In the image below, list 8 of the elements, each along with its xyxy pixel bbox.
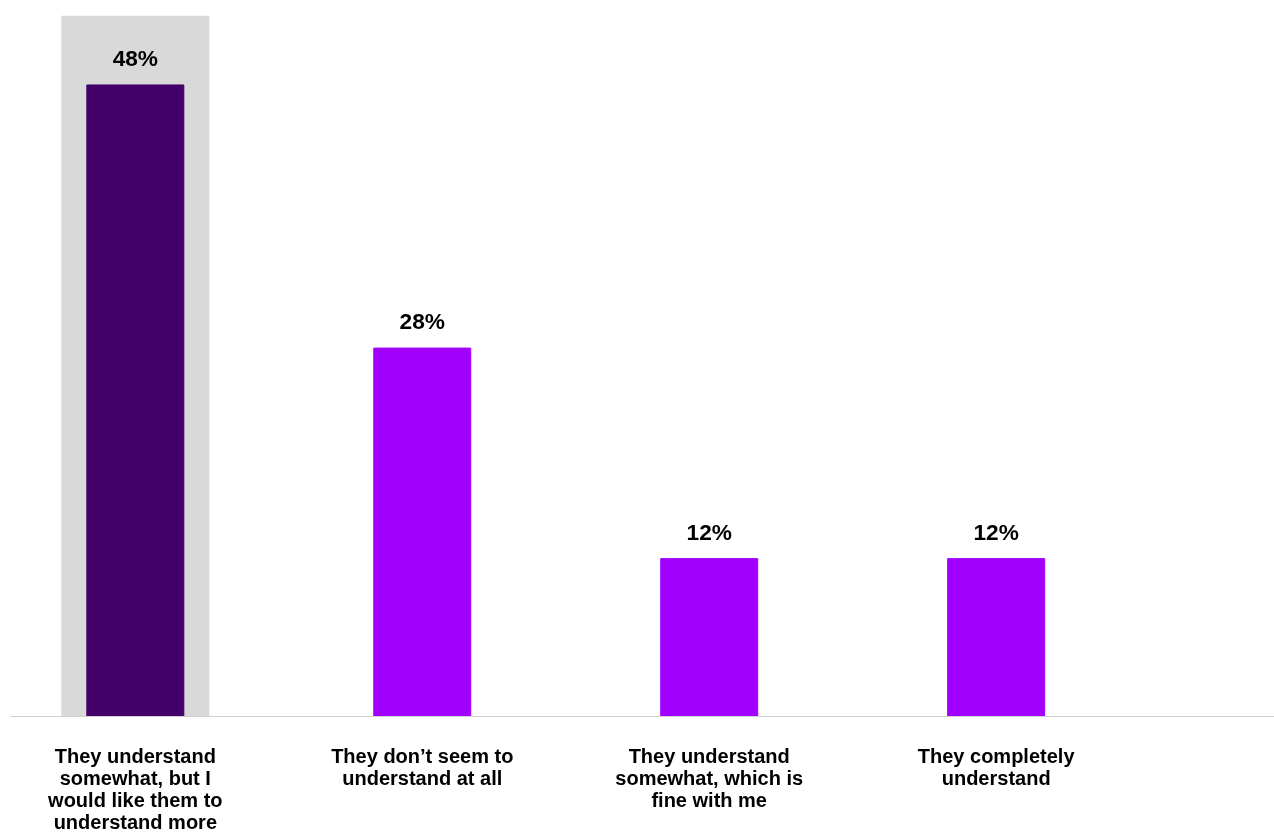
x-tick-label: They understand somewhat, which is fine with me — [615, 744, 804, 811]
data-label: 12% — [686, 518, 732, 545]
data-label: 28% — [399, 308, 445, 335]
x-tick-label: They understand somewhat, but I would like them to understand more — [47, 744, 223, 833]
x-tick-label: They don’t seem to understand at all — [331, 744, 514, 789]
data-label: 48% — [112, 44, 159, 71]
x-tick-label: They completely understand — [917, 744, 1076, 789]
data-label: 12% — [973, 518, 1019, 545]
